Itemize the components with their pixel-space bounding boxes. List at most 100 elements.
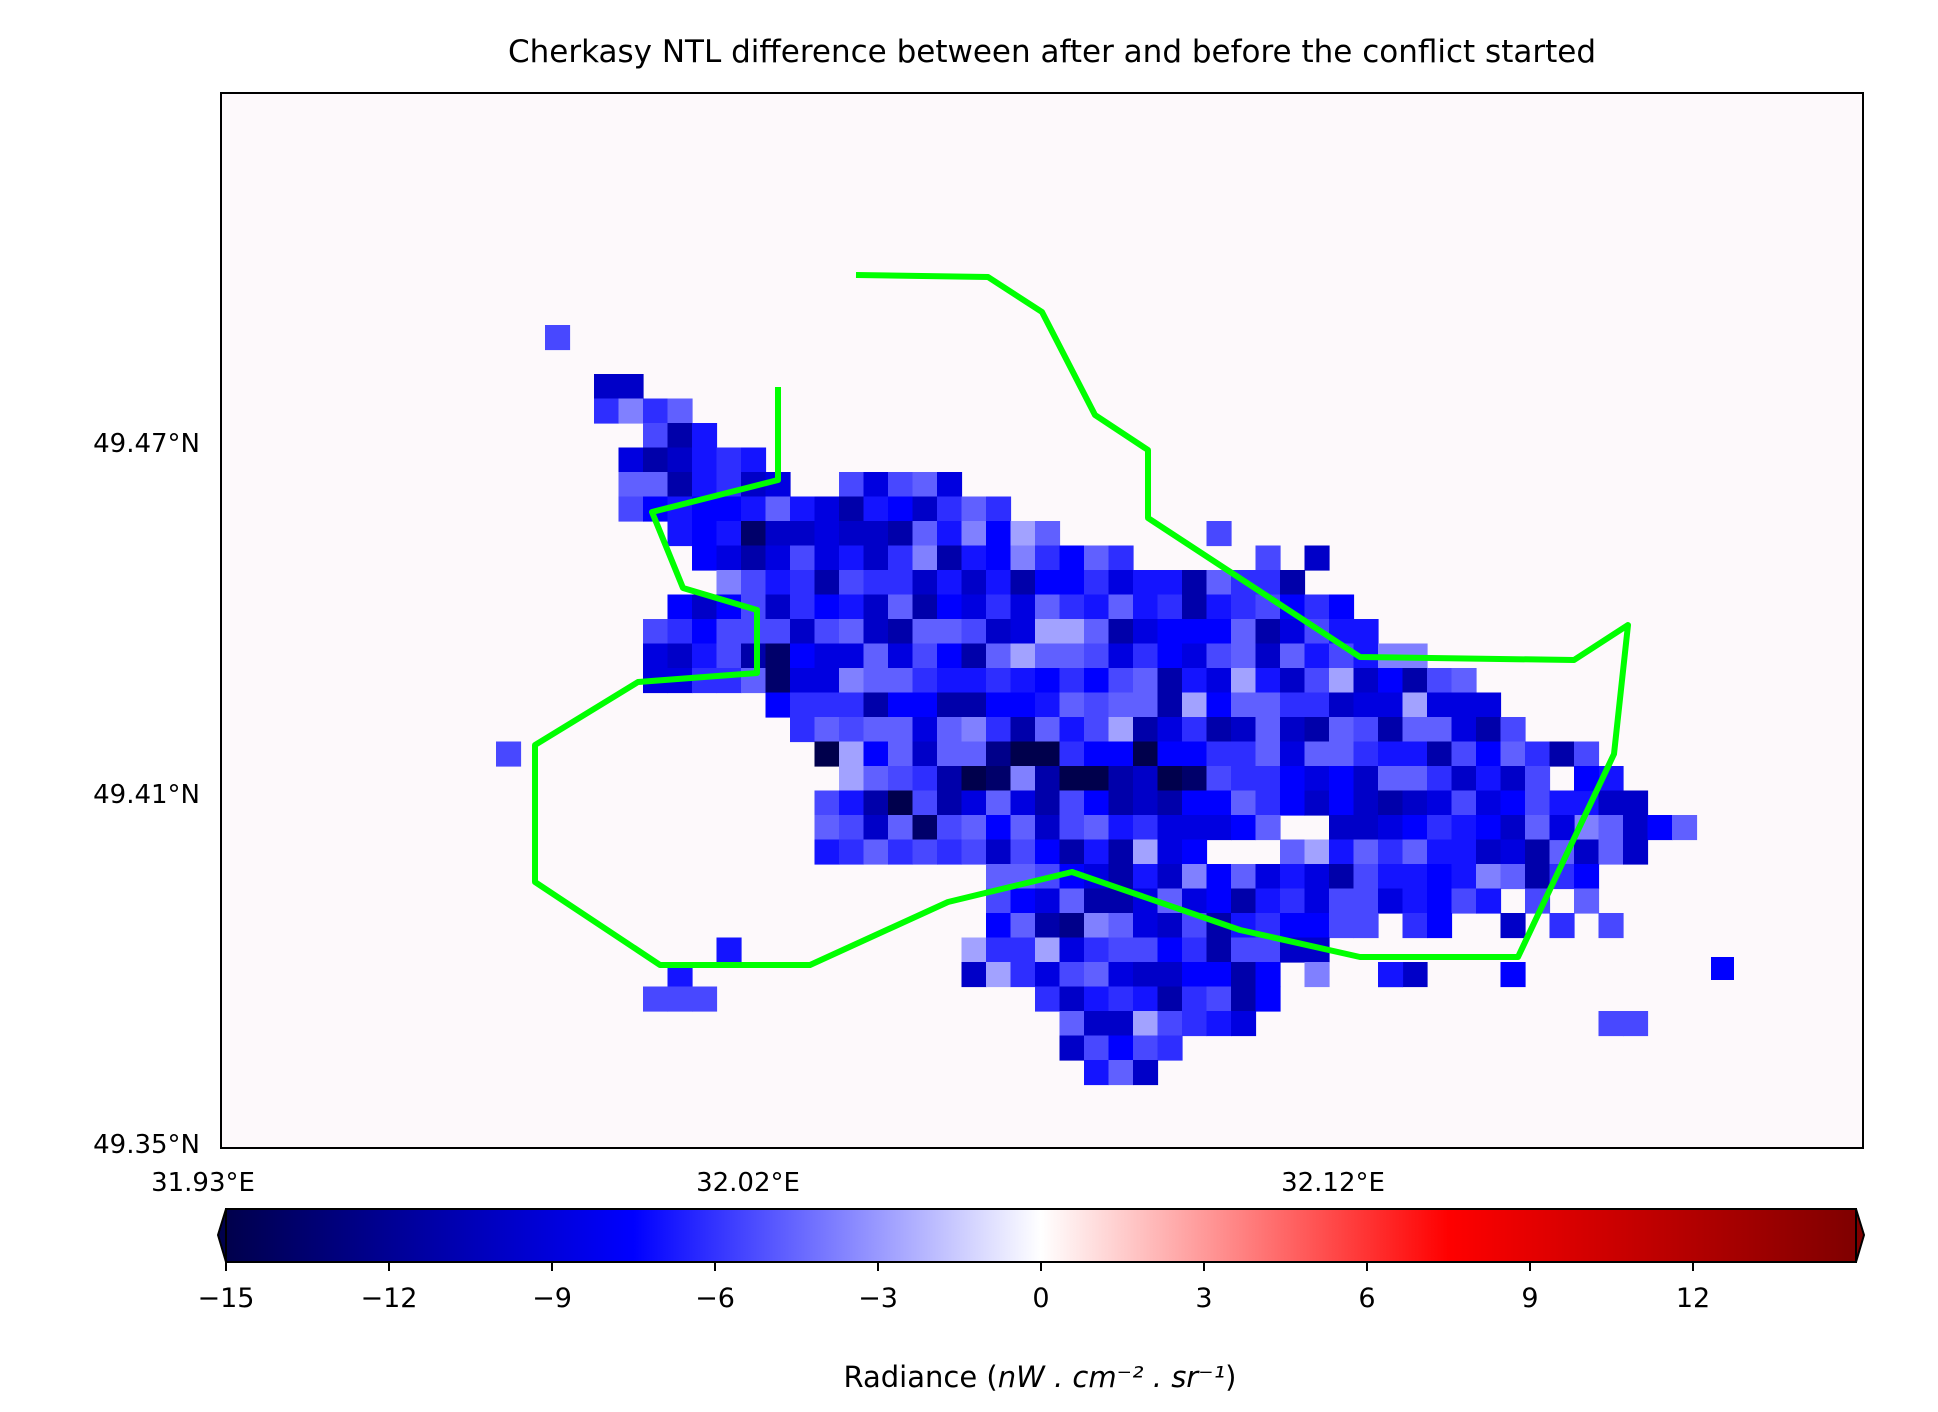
radiance-pixel bbox=[1231, 766, 1257, 792]
colorbar-tick-label: 12 bbox=[1676, 1283, 1710, 1314]
radiance-pixel bbox=[888, 741, 914, 767]
radiance-pixel bbox=[1108, 790, 1134, 816]
radiance-pixel bbox=[1329, 717, 1355, 743]
radiance-pixel bbox=[1182, 815, 1208, 841]
radiance-pixel bbox=[1084, 986, 1110, 1012]
radiance-pixel bbox=[1157, 766, 1183, 792]
radiance-pixel bbox=[961, 521, 987, 547]
radiance-pixel bbox=[1133, 766, 1159, 792]
radiance-pixel bbox=[1427, 741, 1453, 767]
radiance-pixel bbox=[1255, 692, 1281, 718]
radiance-pixel bbox=[1402, 962, 1428, 988]
radiance-pixel bbox=[1353, 790, 1379, 816]
radiance-pixel bbox=[1451, 864, 1477, 890]
radiance-pixel bbox=[1329, 913, 1355, 939]
radiance-pixel bbox=[667, 423, 693, 449]
radiance-pixel bbox=[839, 496, 865, 522]
radiance-pixel bbox=[888, 521, 914, 547]
radiance-pixel bbox=[863, 521, 889, 547]
radiance-pixel bbox=[986, 643, 1012, 669]
radiance-pixel bbox=[618, 496, 644, 522]
radiance-pixel bbox=[1647, 815, 1673, 841]
radiance-pixel bbox=[814, 619, 840, 645]
radiance-pixel bbox=[1280, 643, 1306, 669]
radiance-pixel bbox=[1157, 668, 1183, 694]
radiance-pixel bbox=[839, 521, 865, 547]
radiance-pixel bbox=[937, 496, 963, 522]
radiance-pixel bbox=[1231, 888, 1257, 914]
radiance-pixel bbox=[1598, 913, 1624, 939]
radiance-pixel bbox=[839, 839, 865, 865]
radiance-pixel bbox=[1157, 839, 1183, 865]
radiance-pixel bbox=[1280, 888, 1306, 914]
radiance-pixel bbox=[1010, 839, 1036, 865]
radiance-pixel bbox=[1525, 839, 1551, 865]
radiance-pixel bbox=[1157, 594, 1183, 620]
radiance-pixel bbox=[986, 594, 1012, 620]
radiance-pixel bbox=[1133, 1035, 1159, 1061]
radiance-pixel bbox=[1427, 913, 1453, 939]
radiance-pixel bbox=[1402, 741, 1428, 767]
radiance-pixel bbox=[1182, 619, 1208, 645]
radiance-pixel bbox=[1255, 986, 1281, 1012]
radiance-pixel bbox=[888, 839, 914, 865]
radiance-pixel bbox=[1329, 741, 1355, 767]
radiance-pixel bbox=[1402, 888, 1428, 914]
radiance-pixel bbox=[1231, 619, 1257, 645]
radiance-pixel bbox=[1598, 815, 1624, 841]
radiance-pixel bbox=[839, 643, 865, 669]
radiance-pixel bbox=[1157, 619, 1183, 645]
radiance-pixel bbox=[1108, 1011, 1134, 1037]
lon-tick-label: 32.02°E bbox=[696, 1168, 800, 1198]
radiance-pixel bbox=[790, 570, 816, 596]
radiance-pixel bbox=[1010, 937, 1036, 963]
radiance-pixel bbox=[1329, 692, 1355, 718]
radiance-pixel bbox=[1108, 766, 1134, 792]
radiance-pixel bbox=[986, 766, 1012, 792]
radiance-pixel bbox=[1427, 668, 1453, 694]
radiance-pixel bbox=[937, 643, 963, 669]
radiance-pixel bbox=[1231, 1011, 1257, 1037]
radiance-pixel bbox=[1157, 1035, 1183, 1061]
radiance-pixel bbox=[1329, 839, 1355, 865]
radiance-pixel bbox=[1108, 619, 1134, 645]
radiance-pixel bbox=[912, 692, 938, 718]
radiance-pixel bbox=[863, 496, 889, 522]
radiance-pixel bbox=[1353, 668, 1379, 694]
radiance-pixel bbox=[1108, 594, 1134, 620]
radiance-pixel bbox=[1084, 937, 1110, 963]
radiance-pixel bbox=[1084, 913, 1110, 939]
radiance-pixel bbox=[961, 790, 987, 816]
radiance-pixel bbox=[1329, 594, 1355, 620]
radiance-pixel bbox=[1035, 594, 1061, 620]
radiance-pixel bbox=[1157, 913, 1183, 939]
radiance-pixel bbox=[1255, 888, 1281, 914]
radiance-pixel bbox=[643, 447, 669, 473]
radiance-pixel bbox=[937, 472, 963, 498]
radiance-pixel bbox=[1255, 962, 1281, 988]
radiance-pixel bbox=[1035, 986, 1061, 1012]
radiance-pixel bbox=[1133, 913, 1159, 939]
radiance-pixel bbox=[1402, 766, 1428, 792]
radiance-pixel bbox=[1574, 888, 1600, 914]
radiance-pixel bbox=[888, 545, 914, 571]
radiance-pixel bbox=[1206, 668, 1232, 694]
radiance-pixel bbox=[912, 717, 938, 743]
radiance-pixel bbox=[741, 619, 767, 645]
radiance-pixel bbox=[1059, 888, 1085, 914]
radiance-pixel bbox=[1451, 888, 1477, 914]
radiance-pixel bbox=[986, 937, 1012, 963]
radiance-pixel bbox=[1231, 790, 1257, 816]
radiance-pixel bbox=[1255, 717, 1281, 743]
radiance-pixel bbox=[1084, 839, 1110, 865]
radiance-pixel bbox=[1182, 766, 1208, 792]
radiance-pixel bbox=[790, 668, 816, 694]
colorbar-extend-max bbox=[1855, 1208, 1866, 1263]
radiance-pixel bbox=[1133, 741, 1159, 767]
radiance-pixel bbox=[961, 545, 987, 571]
radiance-pixel bbox=[912, 668, 938, 694]
radiance-pixel bbox=[863, 570, 889, 596]
radiance-pixel bbox=[912, 766, 938, 792]
radiance-pixel bbox=[692, 545, 718, 571]
radiance-pixel bbox=[1574, 741, 1600, 767]
